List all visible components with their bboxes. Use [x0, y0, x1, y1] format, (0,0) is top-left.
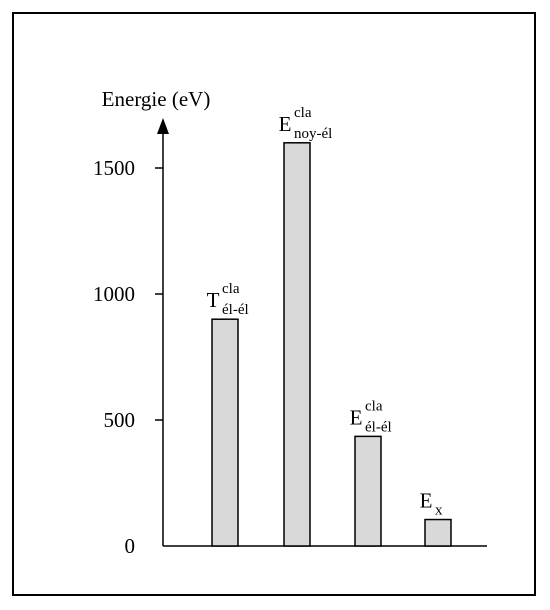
bar-label-superscript: cla — [365, 398, 383, 414]
bar-label-superscript: cla — [222, 281, 240, 297]
y-tick-label: 0 — [125, 534, 136, 558]
bar-label-base: E — [279, 112, 292, 136]
y-tick-label: 500 — [104, 408, 136, 432]
bar-label-superscript: cla — [294, 105, 312, 121]
bar-label-subscript: noy-él — [294, 126, 332, 142]
y-axis-arrow-icon — [157, 118, 169, 134]
y-axis-label: Energie (eV) — [102, 87, 211, 111]
y-tick-label: 1500 — [93, 156, 135, 180]
bar-label-subscript: x — [435, 503, 443, 519]
bar-label-subscript: él-él — [222, 302, 249, 318]
bar — [283, 142, 311, 547]
figure-frame — [12, 12, 536, 596]
bar-label-subscript: él-él — [365, 419, 392, 435]
bar-label-base: E — [420, 489, 433, 513]
y-tick-label: 1000 — [93, 282, 135, 306]
bar — [211, 318, 239, 547]
bar-label-base: E — [350, 405, 363, 429]
bar — [424, 518, 452, 547]
bar — [354, 435, 382, 547]
bar-label-base: T — [207, 288, 220, 312]
